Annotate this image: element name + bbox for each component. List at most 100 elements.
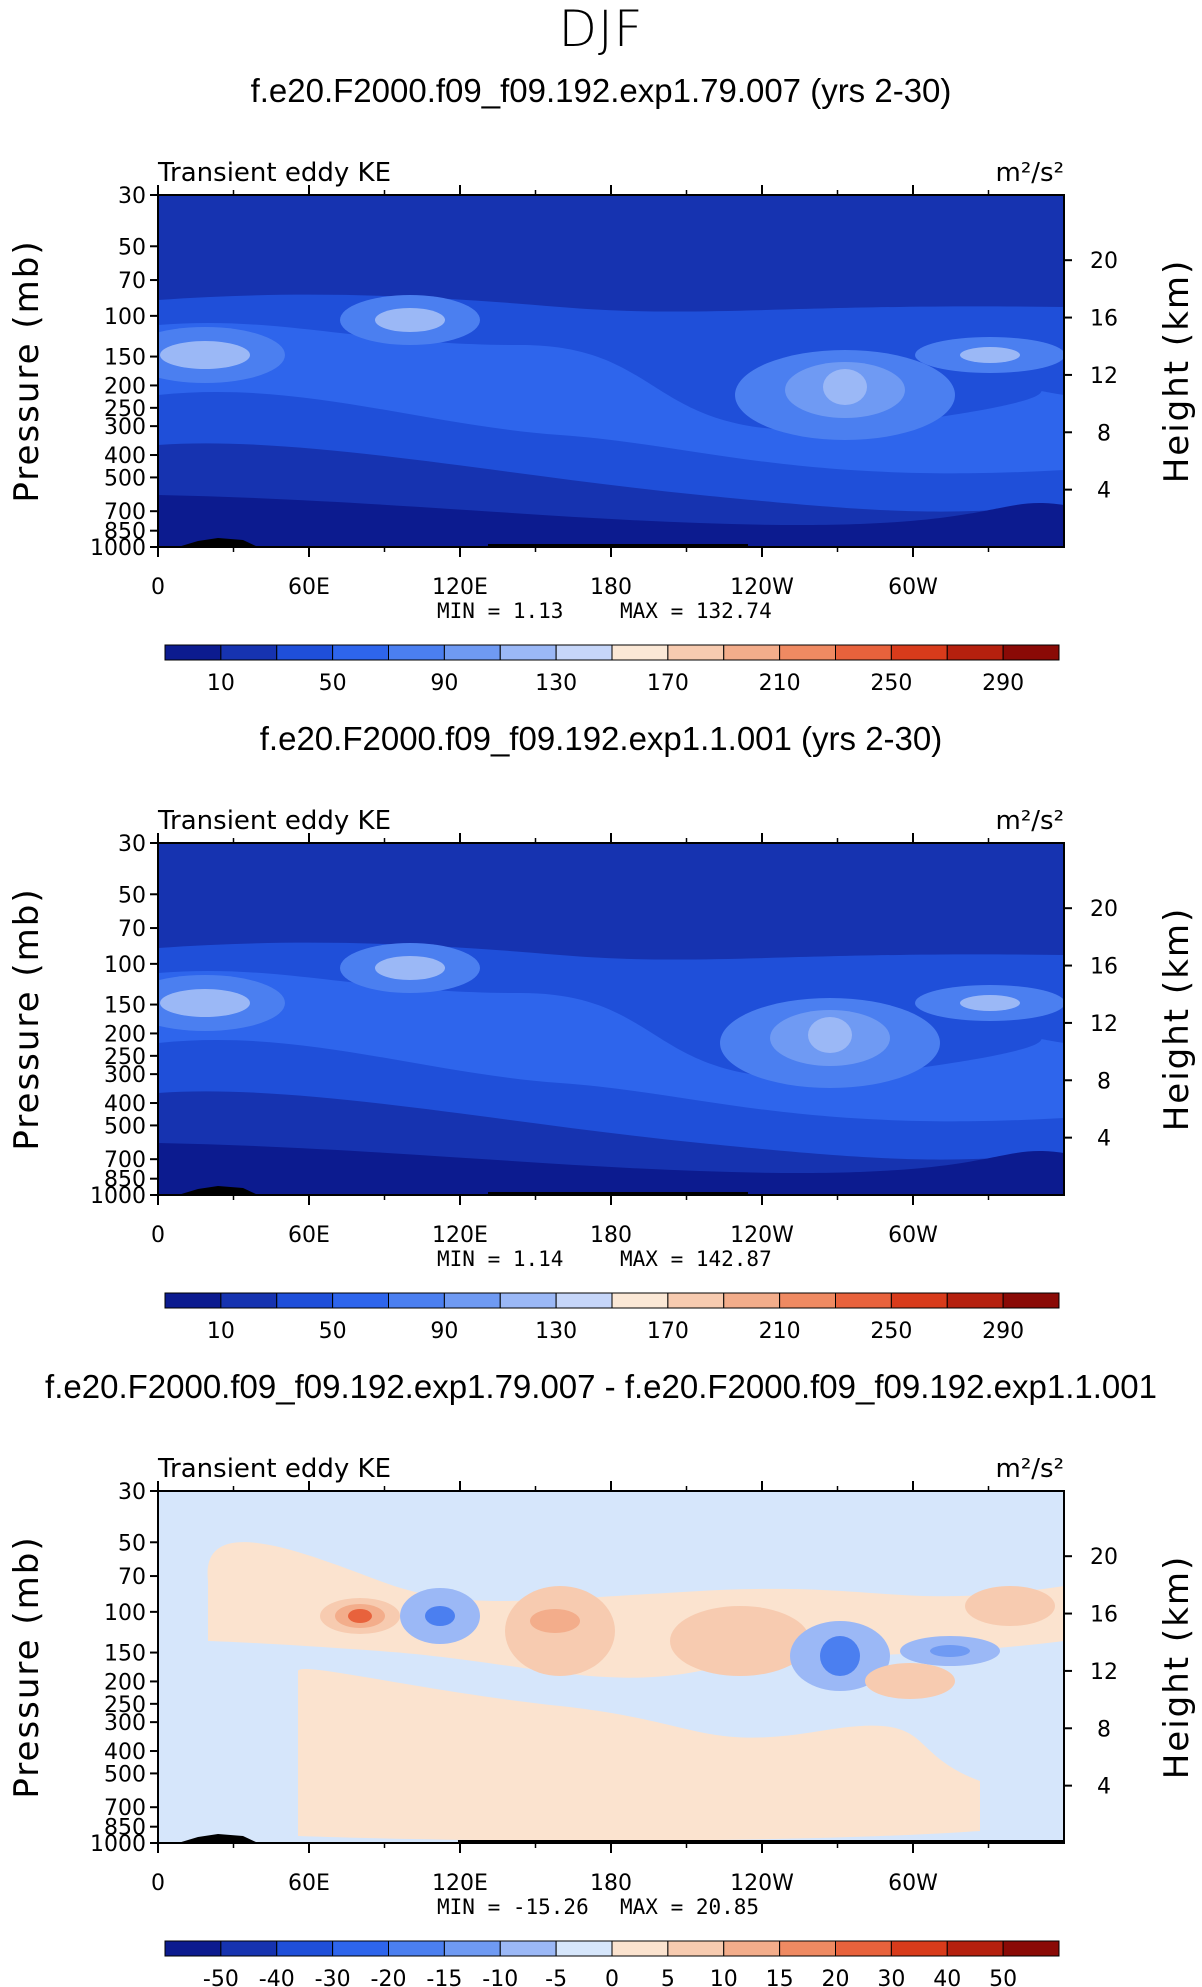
colorbar-label: 250: [870, 1319, 912, 1344]
x-tick-label: 0: [151, 1223, 165, 1248]
colorbar-swatch: [276, 1292, 334, 1309]
colorbar-label: 10: [710, 1967, 738, 1987]
y-axis-label: Pressure (mb): [7, 239, 47, 502]
colorbar-swatch: [723, 1940, 781, 1957]
colorbar-swatch: [443, 1940, 501, 1957]
field-anomaly: [530, 1609, 580, 1633]
y-tick-label: 70: [118, 269, 146, 294]
field-jet: [823, 369, 867, 405]
contour-field: [158, 1491, 1064, 1843]
colorbar-swatch: [946, 1940, 1004, 1957]
colorbar-swatch: [164, 1292, 222, 1309]
colorbar-label: 90: [430, 1319, 458, 1344]
x-tick-label: 60W: [888, 1223, 938, 1248]
colorbar-swatch: [890, 644, 948, 661]
x-tick-label: 120E: [432, 1223, 488, 1248]
y-tick-label: 400: [104, 1092, 146, 1117]
y-tick-label: 200: [104, 1022, 146, 1047]
colorbar-swatch: [1002, 644, 1060, 661]
colorbar-swatch: [276, 644, 334, 661]
field-band: [158, 495, 1064, 547]
field-jet: [960, 347, 1020, 363]
topography: [488, 1192, 748, 1195]
y-tick-label: 200: [104, 1670, 146, 1695]
x-tick-label: 120W: [730, 575, 794, 600]
y2-tick-label: 8: [1097, 421, 1111, 446]
colorbar-swatch: [443, 1292, 501, 1309]
colorbar-label: 170: [647, 1319, 689, 1344]
colorbar-label: -40: [259, 1967, 295, 1987]
colorbar-label: -20: [371, 1967, 407, 1987]
y-axis-label: Pressure (mb): [7, 887, 47, 1150]
y2-axis-label: Height (km): [1157, 907, 1197, 1132]
colorbar-label: -15: [426, 1967, 462, 1987]
y-tick-label: 700: [104, 500, 146, 525]
colorbar-swatch: [220, 644, 278, 661]
colorbar-swatch: [388, 644, 445, 661]
colorbar-swatch: [555, 1940, 613, 1957]
y-tick-label: 30: [118, 184, 146, 209]
chart-panel-3: f.e20.F2000.f09_f09.192.exp1.79.007 - f.…: [7, 1368, 1197, 1987]
y-tick-label: 150: [104, 994, 146, 1019]
colorbar-label: -5: [545, 1967, 567, 1987]
y2-axis-label: Height (km): [1157, 1555, 1197, 1780]
chart-panel-1: f.e20.F2000.f09_f09.192.exp1.79.007 (yrs…: [7, 72, 1197, 696]
y-tick-label: 100: [104, 1601, 146, 1626]
colorbar-label: 210: [759, 671, 801, 696]
colorbar-swatch: [667, 1940, 725, 1957]
colorbar-label: 20: [822, 1967, 850, 1987]
colorbar-label: 0: [605, 1967, 619, 1987]
y-tick-label: 850: [104, 1168, 146, 1193]
y-tick-label: 500: [104, 466, 146, 491]
colorbar-swatch: [946, 1292, 1004, 1309]
y-tick-label: 200: [104, 374, 146, 399]
y2-tick-label: 8: [1097, 1717, 1111, 1742]
y-tick-label: 1000: [90, 1184, 146, 1209]
colorbar-swatch: [779, 1940, 836, 1957]
field-jet: [160, 989, 250, 1017]
topography: [178, 1834, 258, 1843]
colorbar-swatch: [779, 644, 836, 661]
stats-min: MIN = 1.14: [437, 1247, 563, 1271]
colorbar-swatch: [890, 1292, 948, 1309]
colorbar-swatch: [555, 644, 613, 661]
stats-min: MIN = 1.13: [437, 599, 563, 623]
field-anomaly: [930, 1645, 970, 1657]
colorbar-swatch: [890, 1940, 948, 1957]
y2-tick-label: 12: [1090, 364, 1118, 389]
y-axis-label: Pressure (mb): [7, 1535, 47, 1798]
contour-field: [158, 843, 1064, 1195]
colorbar-swatch: [667, 1292, 725, 1309]
stats-max: MAX = 132.74: [620, 599, 772, 623]
stats-min: MIN = -15.26: [437, 1895, 589, 1919]
y-tick-label: 250: [104, 1045, 146, 1070]
y-tick-label: 500: [104, 1762, 146, 1787]
y-tick-label: 500: [104, 1114, 146, 1139]
colorbar-swatch: [723, 1292, 781, 1309]
y-tick-label: 100: [104, 953, 146, 978]
field-anomaly: [865, 1663, 955, 1699]
y2-tick-label: 16: [1090, 1603, 1118, 1628]
colorbar: -50 -40 -30 -20 -15 -10 -5 0 5 10 15 20 30 40 50: [164, 1940, 1060, 1987]
field-anomaly: [820, 1636, 860, 1676]
y2-axis-label: Height (km): [1157, 259, 1197, 484]
colorbar-swatch: [667, 644, 725, 661]
y-tick-label: 70: [118, 1565, 146, 1590]
colorbar-swatch: [388, 1940, 445, 1957]
colorbar-label: -50: [203, 1967, 239, 1987]
y-tick-label: 300: [104, 1063, 146, 1088]
y-tick-label: 30: [118, 1480, 146, 1505]
x-tick-label: 120E: [432, 575, 488, 600]
y2-tick-label: 4: [1097, 479, 1111, 504]
y-tick-label: 150: [104, 346, 146, 371]
colorbar-swatch: [611, 1292, 669, 1309]
field-jet: [960, 995, 1020, 1011]
colorbar-swatch: [835, 1292, 892, 1309]
colorbar-swatch: [723, 644, 781, 661]
colorbar: 10 50 90 130 170 210 250 290: [164, 1292, 1060, 1344]
colorbar-swatch: [946, 644, 1004, 661]
colorbar-label: 5: [661, 1967, 675, 1987]
variable-label: Transient eddy KE: [157, 806, 391, 836]
y-tick-label: 250: [104, 1693, 146, 1718]
colorbar-label: 10: [207, 671, 235, 696]
